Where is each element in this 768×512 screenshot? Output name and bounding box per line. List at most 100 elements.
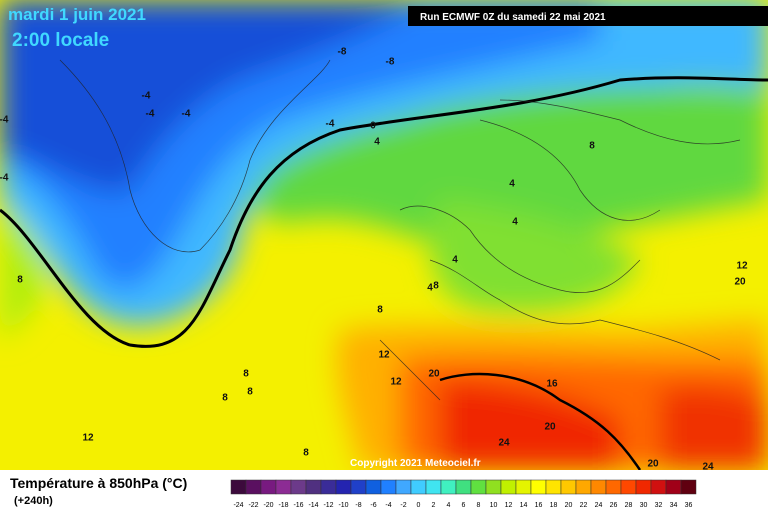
contour-labels: -8-8-4-4 -4-4-4-4044484488121288881220162… (0, 47, 748, 473)
legend-swatch (545, 479, 562, 495)
legend-swatch (620, 479, 637, 495)
legend-swatch (320, 479, 337, 495)
legend-swatch (635, 479, 652, 495)
legend-tick-label: 0 (417, 502, 421, 509)
legend-swatch (485, 479, 502, 495)
legend-swatch (500, 479, 517, 495)
color-legend: -24 -22 -20 -18 -16 -14 -12 -10 -8 -6 -4 -2 0 2 4 6 8 10 1… (230, 479, 697, 509)
contour-label: 20 (734, 277, 746, 288)
legend-tick-label: -12 (323, 502, 333, 509)
forecast-time: 2:00 locale (12, 30, 109, 51)
legend-swatch (455, 479, 472, 495)
contour-label: 8 (303, 448, 309, 459)
legend-tick-label: 8 (477, 502, 481, 509)
run-info: Run ECMWF 0Z du samedi 22 mai 2021 (420, 12, 606, 23)
legend-tick-label: 20 (565, 502, 573, 509)
legend-swatch (440, 479, 457, 495)
contour-label: 20 (428, 369, 440, 380)
legend-swatch (365, 479, 382, 495)
contour-label: 4 (512, 217, 518, 228)
legend-tick-label: 4 (447, 502, 451, 509)
contour-label: -4 (326, 119, 335, 130)
legend-swatch (305, 479, 322, 495)
contour-label: 12 (736, 261, 748, 272)
contour-label: 4 (374, 137, 380, 148)
legend-swatch (230, 479, 247, 495)
contour-label: 8 (17, 275, 23, 286)
contour-label: 24 (498, 438, 510, 449)
contour-label: 12 (82, 433, 94, 444)
legend-tick-label: 6 (462, 502, 466, 509)
legend-swatch (350, 479, 367, 495)
contour-label: -4 (0, 173, 9, 184)
contour-label: 8 (222, 393, 228, 404)
legend-tick-label: 14 (520, 502, 528, 509)
legend-swatch (575, 479, 592, 495)
legend-tick-label: -16 (293, 502, 303, 509)
field-title: Température à 850hPa (°C) (10, 475, 187, 491)
contour-label: 20 (647, 459, 659, 470)
contour-label: 8 (243, 369, 249, 380)
legend-swatch (560, 479, 577, 495)
legend-swatch (410, 479, 427, 495)
legend-tick-label: 34 (670, 502, 678, 509)
legend-swatch (605, 479, 622, 495)
legend-tick-label: -6 (370, 502, 376, 509)
contour-label: 24 (702, 462, 714, 473)
legend-tick-label: -10 (338, 502, 348, 509)
run-banner (408, 6, 768, 26)
legend-tick-label: 12 (505, 502, 513, 509)
legend-tick-label: 28 (625, 502, 633, 509)
contour-label: 16 (546, 379, 558, 390)
contour-label: 4 (427, 283, 433, 294)
contour-label: 8 (247, 387, 253, 398)
legend-swatch (245, 479, 262, 495)
contour-label: -8 (338, 47, 347, 58)
legend-swatch (395, 479, 412, 495)
legend-swatch (530, 479, 547, 495)
contour-label: -4 (146, 109, 155, 120)
legend-tick-label: -24 (233, 502, 243, 509)
legend-tick-label: 30 (640, 502, 648, 509)
contour-label: 4 (452, 255, 458, 266)
legend-tick-label: 16 (535, 502, 543, 509)
legend-swatch (650, 479, 667, 495)
contour-label: 4 (509, 179, 515, 190)
legend-swatch (470, 479, 487, 495)
legend-tick-label: 10 (490, 502, 498, 509)
legend-tick-label: -2 (400, 502, 406, 509)
lead-time: (+240h) (14, 495, 53, 507)
legend-swatch (380, 479, 397, 495)
legend-tick-label: -4 (385, 502, 391, 509)
legend-tick-label: 32 (655, 502, 663, 509)
contour-label: 8 (589, 141, 595, 152)
legend-tick-label: -14 (308, 502, 318, 509)
legend-swatch (335, 479, 352, 495)
legend-swatch (275, 479, 292, 495)
contour-label: 12 (390, 377, 402, 388)
legend-tick-label: 22 (580, 502, 588, 509)
contour-label: -4 (182, 109, 191, 120)
legend-swatch (425, 479, 442, 495)
contour-label: -8 (386, 57, 395, 68)
legend-tick-label: 26 (610, 502, 618, 509)
legend-swatch (515, 479, 532, 495)
legend-swatch (665, 479, 682, 495)
contour-label: 12 (378, 350, 390, 361)
contour-label: -4 (142, 91, 151, 102)
legend-swatch (590, 479, 607, 495)
legend-swatch (680, 479, 697, 495)
contour-label: 8 (377, 305, 383, 316)
legend-tick-label: -20 (263, 502, 273, 509)
legend-tick-label: -22 (248, 502, 258, 509)
contour-label: -4 (0, 115, 9, 126)
legend-tick-label: -8 (355, 502, 361, 509)
legend-tick-label: 24 (595, 502, 603, 509)
legend-tick-label: -18 (278, 502, 288, 509)
legend-tick-label: 2 (432, 502, 436, 509)
legend-swatch (290, 479, 307, 495)
legend-tick-label: 18 (550, 502, 558, 509)
temperature-field (0, 0, 768, 470)
legend-swatch (260, 479, 277, 495)
